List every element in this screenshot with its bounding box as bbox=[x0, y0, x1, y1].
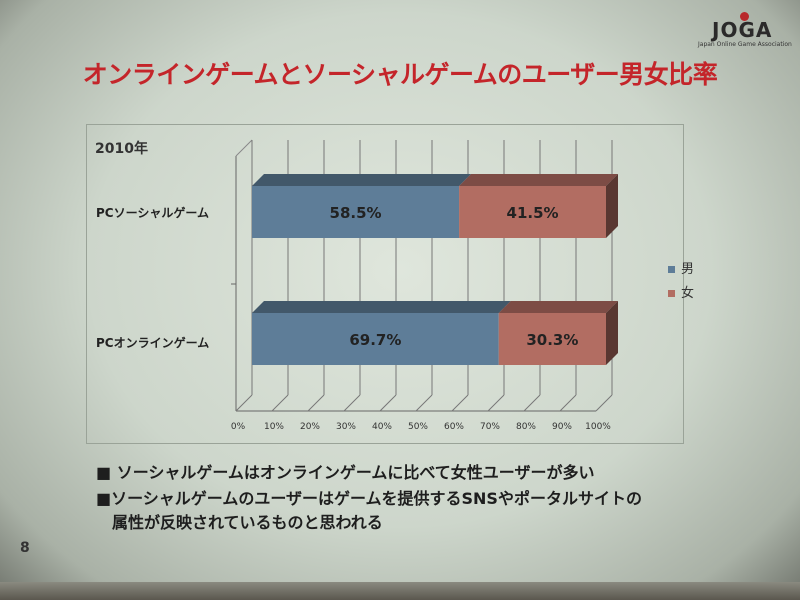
floor-gridline bbox=[415, 394, 433, 412]
x-tick-label: 40% bbox=[372, 422, 392, 432]
x-tick-label: 20% bbox=[300, 422, 320, 432]
floor-gridline bbox=[487, 394, 505, 412]
floor-gridline bbox=[523, 394, 541, 412]
bullet-text: 属性が反映されているものと思われる bbox=[112, 513, 383, 532]
bullet-text: ■ ソーシャルゲームはオンラインゲームに比べて女性ユーザーが多い bbox=[96, 463, 595, 482]
logo-subtext: Japan Online Game Association bbox=[698, 41, 792, 48]
floor-gridline bbox=[235, 394, 253, 412]
x-tick-label: 90% bbox=[552, 422, 572, 432]
data-label: 30.3% bbox=[526, 331, 578, 349]
x-tick-label: 30% bbox=[336, 422, 356, 432]
legend-label: 女 bbox=[681, 286, 695, 301]
bar-side-face bbox=[606, 301, 618, 365]
legend-label: 男 bbox=[681, 262, 695, 277]
bar-top-face bbox=[252, 301, 511, 313]
floor-gridline bbox=[595, 394, 613, 412]
logo-name: JOGA bbox=[712, 18, 773, 42]
bar-segment bbox=[252, 313, 499, 365]
bar-segment bbox=[459, 186, 606, 238]
legend-swatch bbox=[668, 266, 675, 273]
chart-frame bbox=[86, 124, 684, 444]
page-number: 8 bbox=[20, 540, 30, 556]
bullet-text: ■ソーシャルゲームのユーザーはゲームを提供するSNSやポータルサイトの bbox=[96, 489, 642, 508]
data-label: 58.5% bbox=[330, 204, 382, 222]
legend-item-male: 男 bbox=[668, 258, 694, 277]
category-label: PCオンラインゲーム bbox=[96, 336, 210, 350]
legend-item-female: 女 bbox=[668, 282, 694, 301]
x-tick-label: 100% bbox=[585, 422, 611, 432]
bar-segment bbox=[498, 313, 606, 365]
floor-gridline bbox=[307, 394, 325, 412]
screen-bottom-edge bbox=[0, 582, 800, 600]
x-tick-label: 60% bbox=[444, 422, 464, 432]
wall-edge bbox=[235, 139, 253, 157]
bar-top-face bbox=[498, 301, 618, 313]
x-tick-label: 50% bbox=[408, 422, 428, 432]
floor-gridline bbox=[343, 394, 361, 412]
joga-logo: JOGA Japan Online Game Association bbox=[698, 12, 794, 50]
data-label: 41.5% bbox=[507, 204, 559, 222]
floor-gridline bbox=[451, 394, 469, 412]
bar-top-face bbox=[252, 174, 472, 186]
x-tick-label: 0% bbox=[231, 422, 246, 432]
category-label: PCソーシャルゲーム bbox=[96, 206, 210, 220]
logo-mark bbox=[740, 12, 749, 21]
bar-top-face bbox=[459, 174, 618, 186]
floor-gridline bbox=[559, 394, 577, 412]
chart-title: 2010年 bbox=[95, 141, 148, 157]
x-tick-label: 80% bbox=[516, 422, 536, 432]
floor-gridline bbox=[379, 394, 397, 412]
floor-gridline bbox=[271, 394, 289, 412]
x-tick-label: 70% bbox=[480, 422, 500, 432]
data-label: 69.7% bbox=[349, 331, 401, 349]
bar-segment bbox=[252, 186, 460, 238]
slide-title: オンラインゲームとソーシャルゲームのユーザー男女比率 bbox=[82, 60, 718, 89]
x-tick-label: 10% bbox=[264, 422, 284, 432]
legend-swatch bbox=[668, 290, 675, 297]
bar-side-face bbox=[606, 174, 618, 238]
